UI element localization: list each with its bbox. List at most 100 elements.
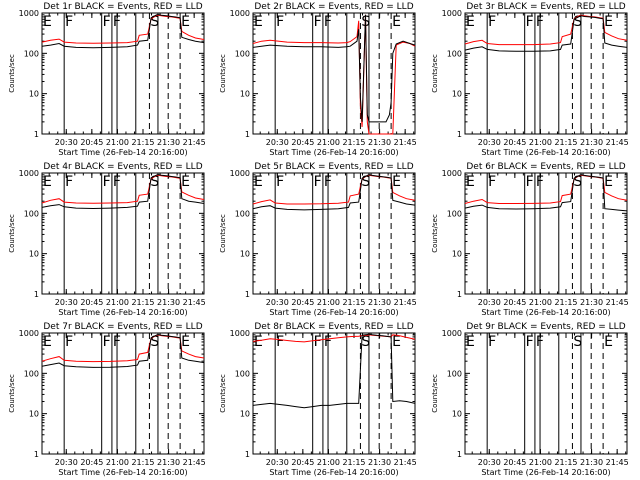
event-marker-label: F	[314, 174, 322, 190]
event-marker-label: F	[103, 174, 111, 190]
x-tick-label: 21:00	[529, 138, 552, 147]
event-marker-label: E	[466, 174, 475, 190]
x-tick-label: 21:30	[368, 138, 391, 147]
y-tick-label: 1	[245, 130, 250, 139]
y-tick-label: 1000	[230, 9, 250, 18]
y-tick-label: 1	[34, 450, 39, 459]
y-tick-label: 100	[235, 209, 250, 218]
event-marker-label: E	[254, 14, 263, 30]
event-marker-label: F	[526, 174, 534, 190]
x-tick-label: 20:30	[55, 138, 78, 147]
y-tick-label: 1000	[442, 169, 462, 178]
events-series-line	[464, 174, 628, 212]
x-tick-label: 21:30	[580, 138, 603, 147]
y-tick-label: 100	[447, 209, 462, 218]
x-tick-label: 20:30	[266, 138, 289, 147]
panel-det-4: Det 4r BLACK = Events, RED = LLD 1 10 100 10…	[8, 162, 206, 317]
x-tick-label: 21:00	[317, 138, 340, 147]
x-tick-label: 21:00	[317, 458, 340, 467]
x-tick-label: 21:45	[183, 458, 206, 467]
y-tick-label: 1000	[442, 329, 462, 338]
event-marker-label: E	[466, 14, 475, 30]
x-tick-label: 21:15	[131, 458, 154, 467]
x-tick-label: 21:30	[157, 298, 180, 307]
x-tick-label: 21:00	[529, 298, 552, 307]
panel-title: Det 6r BLACK = Events, RED = LLD	[466, 162, 625, 172]
y-tick-label: 10	[240, 90, 250, 99]
y-tick-label: 1	[457, 450, 462, 459]
event-marker-label: S	[573, 174, 582, 190]
y-axis-label: Counts/sec	[219, 214, 227, 253]
event-marker-label: E	[604, 334, 613, 350]
x-tick-label: 20:45	[503, 138, 526, 147]
y-tick-label: 1000	[19, 169, 39, 178]
x-tick-label: 21:15	[554, 298, 577, 307]
x-tick-label: 21:45	[606, 138, 629, 147]
x-tick-label: 20:30	[55, 458, 78, 467]
y-tick-label: 10	[240, 250, 250, 259]
event-marker-label: S	[150, 174, 159, 190]
x-axis-label: Start Time (26-Feb-14 20:16:00)	[481, 148, 610, 157]
x-tick-label: 20:45	[503, 458, 526, 467]
event-marker-label: E	[254, 334, 263, 350]
y-axis-label: Counts/sec	[8, 54, 16, 93]
x-tick-label: 21:45	[183, 138, 206, 147]
y-tick-label: 1	[457, 130, 462, 139]
x-axis-label: Start Time (26-Feb-14 20:16:00)	[481, 308, 610, 317]
events-series-line	[41, 13, 205, 49]
x-tick-label: 20:45	[80, 298, 103, 307]
panel-det-3: Det 3r BLACK = Events, RED = LLD 1 10 100 10…	[431, 2, 629, 157]
x-tick-label: 21:15	[554, 458, 577, 467]
event-marker-label: S	[573, 334, 582, 350]
x-tick-label: 21:45	[394, 138, 417, 147]
event-marker-label: F	[65, 174, 73, 190]
y-axis-label: Counts/sec	[219, 374, 227, 413]
y-tick-label: 1	[34, 130, 39, 139]
x-tick-label: 21:30	[368, 298, 391, 307]
event-marker-label: F	[526, 14, 534, 30]
event-marker-label: S	[573, 14, 582, 30]
x-axis-label: Start Time (26-Feb-14 20:16:00)	[269, 308, 398, 317]
x-axis-label: Start Time (26-Feb-14 20:16:00)	[58, 148, 187, 157]
x-tick-label: 20:45	[503, 298, 526, 307]
y-tick-label: 10	[240, 410, 250, 419]
event-marker-label: E	[181, 14, 190, 30]
panel-title: Det 7r BLACK = Events, RED = LLD	[43, 322, 202, 332]
y-tick-label: 1	[457, 290, 462, 299]
y-tick-label: 1000	[19, 9, 39, 18]
y-tick-label: 1000	[230, 169, 250, 178]
events-series-line	[464, 15, 628, 52]
y-axis-label: Counts/sec	[431, 214, 439, 253]
x-tick-label: 21:00	[106, 458, 129, 467]
y-tick-label: 100	[235, 369, 250, 378]
panel-det-2: Det 2r BLACK = Events, RED = LLD 1 10 100 10…	[219, 2, 417, 157]
x-tick-label: 20:30	[478, 298, 501, 307]
x-tick-label: 21:15	[342, 298, 365, 307]
panel-title: Det 9r BLACK = Events, RED = LLD	[466, 322, 625, 332]
x-tick-label: 20:30	[266, 298, 289, 307]
event-marker-label: E	[392, 14, 401, 30]
x-tick-label: 21:00	[317, 298, 340, 307]
event-marker-label: F	[488, 14, 496, 30]
y-tick-label: 100	[24, 209, 39, 218]
x-tick-label: 20:45	[291, 458, 314, 467]
x-tick-label: 21:30	[580, 298, 603, 307]
x-tick-label: 21:45	[394, 298, 417, 307]
events-series-line	[41, 173, 205, 210]
x-axis-label: Start Time (26-Feb-14 20:16:00)	[58, 308, 187, 317]
y-axis-label: Counts/sec	[8, 214, 16, 253]
x-tick-label: 21:30	[368, 458, 391, 467]
event-marker-label: E	[604, 174, 613, 190]
event-marker-label: S	[150, 14, 159, 30]
y-tick-label: 100	[235, 49, 250, 58]
event-marker-label: E	[181, 334, 190, 350]
y-axis-label: Counts/sec	[431, 374, 439, 413]
y-tick-label: 10	[29, 410, 39, 419]
y-tick-label: 100	[447, 49, 462, 58]
x-tick-label: 21:15	[554, 138, 577, 147]
event-marker-label: E	[43, 334, 52, 350]
panel-title: Det 2r BLACK = Events, RED = LLD	[254, 2, 413, 12]
x-tick-label: 21:30	[580, 458, 603, 467]
panel-det-1: Det 1r BLACK = Events, RED = LLD 1 10 100 10…	[8, 2, 206, 157]
